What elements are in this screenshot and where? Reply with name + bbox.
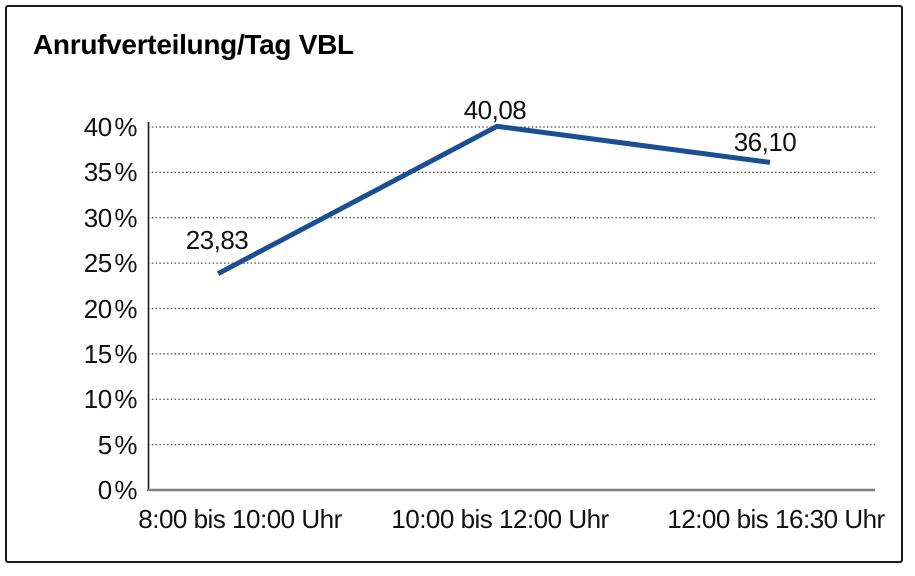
data-label: 36,10 [733,127,797,157]
series-line [216,123,771,276]
x-tick-label: 12:00 bis 16:30 Uhr [667,504,885,534]
data-label: 40,08 [463,95,527,125]
y-tick-label: 10 % [83,384,138,415]
y-tick-label: 20 % [83,293,138,324]
y-tick-label: 30 % [83,202,138,233]
y-tick-label: 25 % [83,248,138,279]
x-tick-label: 10:00 bis 12:00 Uhr [391,504,609,534]
y-tick-label: 0 % [97,475,138,505]
y-tick-label: 40 % [83,112,138,142]
x-tick-label: 8:00 bis 10:00 Uhr [138,504,342,534]
y-tick-label: 15 % [83,338,138,369]
y-tick-label: 5 % [97,429,138,460]
y-tick-label: 35 % [83,157,138,188]
chart-title: Anrufverteilung/Tag VBL [33,29,354,60]
data-label: 23,83 [185,225,249,255]
